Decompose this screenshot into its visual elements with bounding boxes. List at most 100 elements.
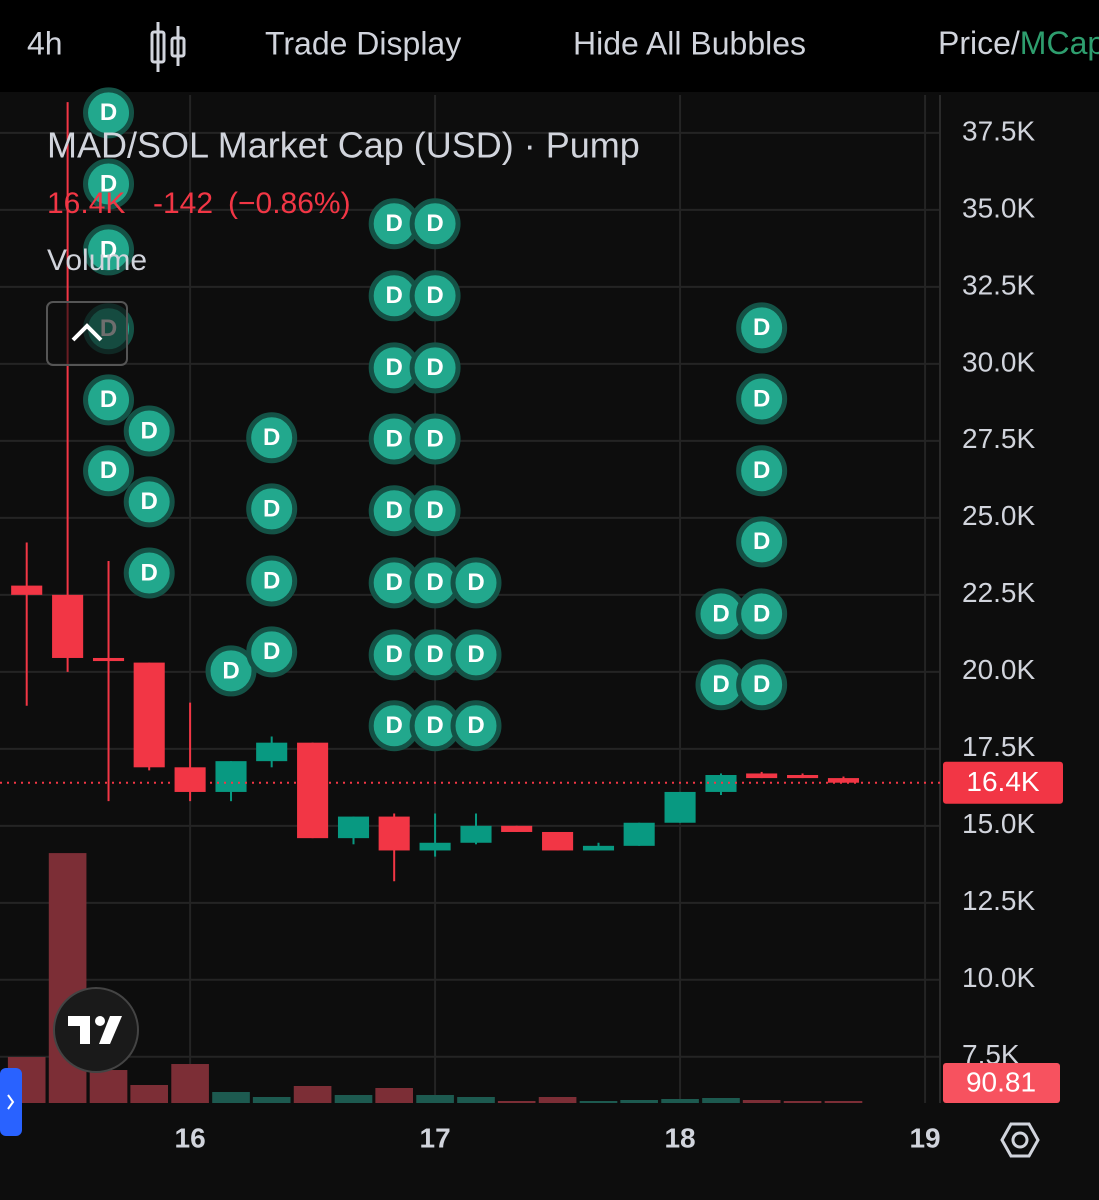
collapse-legend-button[interactable] — [46, 301, 128, 366]
candle-type-button[interactable] — [150, 22, 186, 72]
x-tick-label: 17 — [420, 1122, 451, 1153]
volume-bar — [171, 1064, 209, 1103]
candle-body — [133, 662, 165, 768]
candle-body — [256, 742, 288, 762]
trade-bubble — [409, 270, 461, 322]
volume-bar — [212, 1092, 250, 1103]
mcap-option[interactable]: MCap — [1020, 25, 1099, 61]
y-tick-label: 32.5K — [962, 269, 1035, 300]
candle-body — [827, 778, 860, 783]
volume-bar — [579, 1101, 618, 1103]
volume-tag — [943, 1063, 1060, 1103]
bubble-label: D — [141, 417, 158, 444]
hide-bubbles-button[interactable]: Hide All Bubbles — [573, 25, 806, 61]
trade-bubble — [736, 373, 788, 425]
trade-bubble — [736, 659, 788, 711]
trade-bubble — [123, 405, 175, 457]
volume-bar — [130, 1085, 169, 1103]
trade-bubble — [409, 413, 461, 465]
price-mcap-toggle[interactable]: Price/MCap — [938, 25, 1099, 61]
last-price-tag-label: 16.4K — [966, 766, 1039, 797]
bubble-label: D — [263, 424, 280, 451]
bubble-label: D — [753, 671, 770, 698]
x-tick-label: 18 — [664, 1122, 695, 1153]
y-tick-label: 17.5K — [962, 731, 1035, 762]
bubble-label: D — [386, 425, 403, 452]
trade-bubble — [450, 629, 502, 681]
interval-button[interactable]: 4h — [27, 25, 63, 61]
legend-change-pct: (−0.86%) — [228, 187, 351, 220]
candle-body — [460, 825, 492, 843]
candle-body — [664, 791, 696, 823]
candle-body — [746, 773, 778, 779]
trade-bubble — [450, 557, 502, 609]
settings-button[interactable] — [1000, 1122, 1040, 1158]
trade-bubble — [246, 626, 298, 678]
bubble-label: D — [426, 569, 443, 596]
y-tick-label: 30.0K — [962, 346, 1035, 377]
volume-tag-label: 90.81 — [966, 1066, 1036, 1097]
bubble-label: D — [426, 282, 443, 309]
volume-bar — [620, 1100, 658, 1103]
bubble-label: D — [100, 99, 117, 126]
bubble-label: D — [100, 386, 117, 413]
price-option[interactable]: Price/ — [938, 25, 1020, 61]
toolbar: 4h Trade Display Hide All Bubbles Price/… — [0, 0, 1099, 92]
bubble-label: D — [100, 236, 117, 263]
volume-legend: Volume — [47, 244, 147, 277]
volume-bar — [783, 1101, 822, 1103]
x-tick-label: 19 — [909, 1122, 940, 1153]
trade-bubble — [123, 547, 175, 599]
trade-bubble — [246, 555, 298, 607]
candle-body — [297, 742, 329, 839]
trade-bubble — [83, 158, 135, 210]
bubble-label: D — [712, 600, 729, 627]
candle-body — [92, 657, 125, 662]
trade-bubble — [409, 198, 461, 250]
trade-display-button[interactable]: Trade Display — [265, 25, 461, 61]
candle-body — [419, 842, 451, 851]
trade-bubble — [83, 374, 135, 426]
y-tick-label: 22.5K — [962, 577, 1035, 608]
volume-bar — [742, 1100, 781, 1103]
bubble-label: D — [426, 354, 443, 381]
side-tab-arrow — [7, 1094, 15, 1110]
volume-bar — [375, 1088, 413, 1103]
bubble-label: D — [386, 354, 403, 381]
candle-body — [501, 825, 533, 832]
bubble-label: D — [426, 712, 443, 739]
volume-bar — [252, 1097, 291, 1103]
volume-bar — [497, 1101, 536, 1103]
chart-title: MAD/SOL Market Cap (USD) · Pump — [47, 125, 640, 166]
bubble-label: D — [426, 497, 443, 524]
trade-bubble — [736, 445, 788, 497]
trade-bubble — [736, 516, 788, 568]
bubble-label: D — [263, 638, 280, 665]
y-tick-label: 12.5K — [962, 885, 1035, 916]
y-tick-label: 25.0K — [962, 500, 1035, 531]
trade-bubble — [409, 485, 461, 537]
trade-bubble — [736, 302, 788, 354]
y-tick-label: 20.0K — [962, 654, 1035, 685]
side-panel-tab[interactable] — [0, 1068, 22, 1136]
candle-body — [337, 816, 370, 839]
candle-body — [215, 761, 247, 792]
trade-bubble — [83, 87, 135, 139]
candle-body — [542, 831, 574, 851]
y-tick-label: 27.5K — [962, 423, 1035, 454]
bubble-label: D — [753, 314, 770, 341]
bubble-label: D — [467, 712, 484, 739]
bubble-label: D — [753, 528, 770, 555]
chevron-icon — [71, 323, 103, 342]
volume-bar — [89, 1070, 128, 1103]
plot: DDDDDDDDDDDDDDDDDDDDDDDDDDDDDDDDDDDDDDDD… — [0, 87, 941, 1103]
trade-bubble — [409, 342, 461, 394]
bubble-label: D — [426, 210, 443, 237]
volume-bar — [457, 1097, 495, 1103]
candle-body — [787, 775, 819, 779]
trade-bubble — [450, 700, 502, 752]
trade-bubble — [83, 224, 135, 276]
tradingview-logo[interactable] — [53, 987, 139, 1073]
trade-bubble — [246, 412, 298, 464]
